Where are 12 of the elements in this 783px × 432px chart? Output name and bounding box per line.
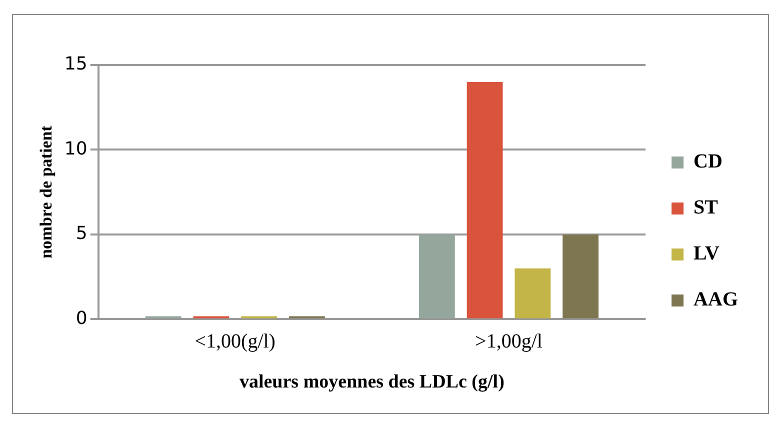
x-axis-title: valeurs moyennes des LDLc (g/l) — [239, 372, 504, 393]
legend-label: CD — [694, 150, 722, 173]
x-tick-label: <1,00(g/l) — [194, 330, 276, 352]
legend-label: AAG — [694, 288, 738, 311]
y-tick-label: 15 — [64, 54, 88, 75]
y-tick-label: 0 — [76, 308, 88, 329]
legend-label: LV — [694, 242, 720, 265]
x-tick-label: >1,00g/l — [475, 330, 543, 352]
y-tick-label: 10 — [64, 138, 88, 160]
y-tick-label: 5 — [76, 223, 88, 244]
y-axis-title: nombre de patient — [36, 125, 56, 259]
legend-label: ST — [694, 196, 719, 219]
